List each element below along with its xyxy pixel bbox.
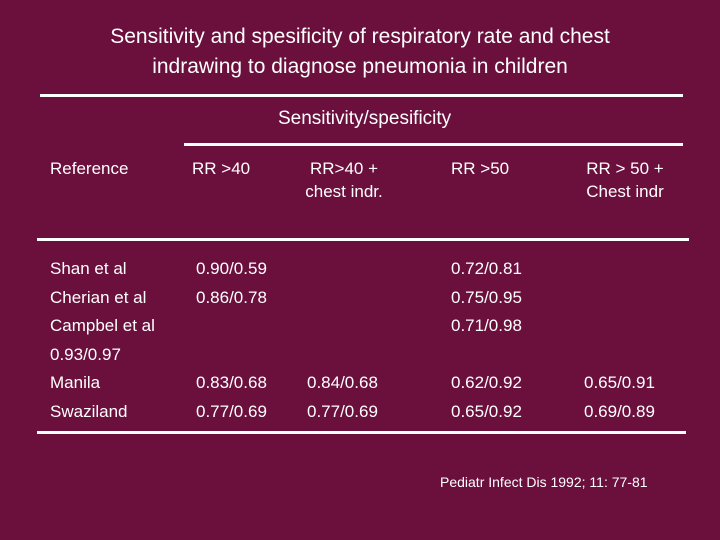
rr50-chest-column: 0.65/0.91 0.69/0.89 [584, 369, 655, 426]
rr50-chest-value-swaziland: 0.69/0.89 [584, 401, 655, 421]
rr40-value-shan: 0.90/0.59 [196, 259, 267, 278]
title-divider [40, 94, 683, 97]
column-header-rr50-chest-line-2: Chest indr [586, 182, 664, 201]
column-header-rr40-chest: RR>40 + chest indr. [284, 157, 404, 203]
rr50-value-manila: 0.62/0.92 [451, 373, 522, 392]
rr50-value-campbel: 0.71/0.98 [451, 316, 522, 335]
group-header: Sensitivity/spesificity [278, 108, 452, 129]
rr40-value-swaziland: 0.77/0.69 [196, 401, 267, 421]
column-header-rr40-chest-line-2: chest indr. [305, 182, 383, 201]
column-header-rr40-chest-line-1: RR>40 + [309, 159, 379, 178]
citation: Pediatr Infect Dis 1992; 11: 77-81 [440, 474, 648, 490]
slide-title: Sensitivity and spesificity of respirato… [0, 22, 720, 82]
reference-cherian: Cherian et al [50, 287, 147, 307]
group-header-divider [184, 143, 683, 146]
header-divider [37, 238, 689, 241]
reference-column: Shan et al Cherian et al Campbel et al 0… [50, 255, 155, 426]
rr50-value-swaziland: 0.65/0.92 [451, 401, 522, 421]
column-header-rr50: RR >50 [451, 159, 510, 178]
rr50-value-cherian: 0.75/0.95 [451, 287, 522, 307]
reference-campbel: Campbel et al [50, 316, 155, 335]
column-header-reference: Reference [50, 159, 129, 178]
reference-campbel-value: 0.93/0.97 [50, 344, 121, 364]
reference-manila: Manila [50, 373, 101, 392]
slide-title-line-2: indrawing to diagnose pneumonia in child… [152, 55, 568, 78]
column-header-rr50-chest-line-1: RR > 50 + [586, 159, 664, 178]
rr40-column-top: 0.90/0.59 0.86/0.78 [196, 255, 267, 312]
rr50-value-shan: 0.72/0.81 [451, 259, 522, 278]
column-header-rr40: RR >40 [192, 159, 251, 178]
rr40-value-manila: 0.83/0.68 [196, 373, 267, 392]
rr40-chest-column: 0.84/0.68 0.77/0.69 [307, 369, 378, 426]
rr40-chest-value-swaziland: 0.77/0.69 [307, 401, 378, 421]
rr40-column-bottom: 0.83/0.68 0.77/0.69 [196, 369, 267, 426]
reference-swaziland: Swaziland [50, 401, 128, 421]
column-header-rr50-chest: RR > 50 + Chest indr [570, 157, 680, 203]
rr40-value-cherian: 0.86/0.78 [196, 287, 267, 307]
rr50-column-top: 0.72/0.81 0.75/0.95 0.71/0.98 [451, 255, 522, 341]
reference-shan: Shan et al [50, 259, 127, 278]
rr40-chest-value-manila: 0.84/0.68 [307, 373, 378, 392]
slide-title-line-1: Sensitivity and spesificity of respirato… [110, 25, 610, 48]
rr50-chest-value-manila: 0.65/0.91 [584, 373, 655, 392]
table-bottom-divider [37, 431, 686, 434]
rr50-column-bottom: 0.62/0.92 0.65/0.92 [451, 369, 522, 426]
